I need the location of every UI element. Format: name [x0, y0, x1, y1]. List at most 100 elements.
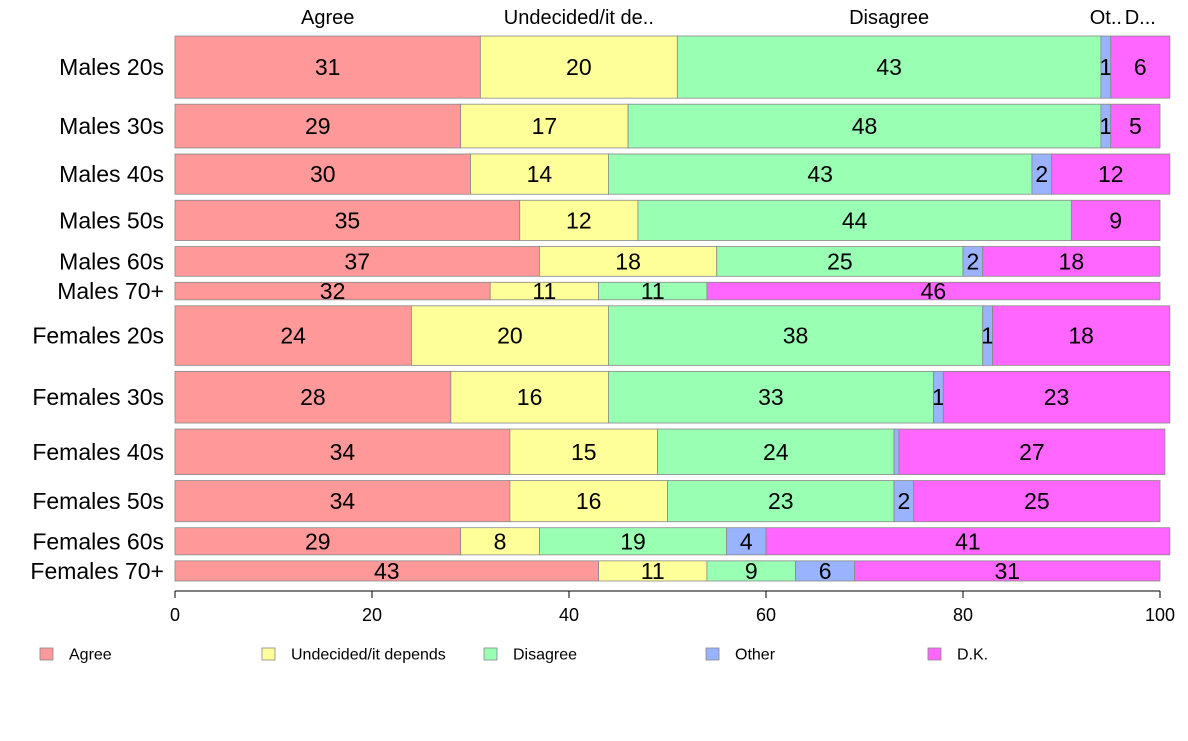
- bar-segment-d-k: [1051, 153, 1171, 195]
- bar-row-males-60s: 37 18 25 2 18 Males 60s: [59, 246, 1161, 277]
- x-tick-label: 100: [1145, 605, 1175, 625]
- segment-value-label: 43: [807, 161, 833, 187]
- bar-segment-d-k: [765, 527, 1171, 556]
- segment-value-label: 30: [310, 161, 336, 187]
- category-label: Females 20s: [32, 323, 164, 349]
- segment-value-label: 18: [1059, 248, 1085, 274]
- segment-value-label: 33: [758, 384, 784, 410]
- x-tick-label: 80: [953, 605, 973, 625]
- x-tick-label: 40: [559, 605, 579, 625]
- segment-value-label: 6: [1134, 54, 1147, 80]
- category-label: Males 20s: [59, 54, 164, 80]
- segment-value-label: 32: [320, 278, 346, 304]
- bar-row-females-60s: 29 8 19 4 41 Females 60s: [32, 527, 1171, 556]
- bar-segment-other: [726, 527, 767, 556]
- top-series-label: Agree: [301, 7, 354, 29]
- segment-value-label: 23: [768, 488, 794, 514]
- segment-value-label: 34: [330, 488, 356, 514]
- bar-row-males-50s: 35 12 44 9 Males 50s: [59, 199, 1161, 241]
- segment-value-label: 20: [497, 323, 523, 349]
- bar-row-females-70: 43 11 9 6 31 Females 70+: [30, 558, 1161, 584]
- bar-row-males-40s: 30 14 43 2 12 Males 40s: [59, 153, 1171, 195]
- bar-segment-undecided-it-depends: [460, 103, 629, 149]
- bar-segment-other: [893, 428, 900, 475]
- legend-label: Undecided/it depends: [291, 647, 446, 664]
- bar-segment-disagree: [608, 153, 1033, 195]
- category-label: Males 70+: [57, 278, 164, 304]
- segment-value-label: 25: [1024, 488, 1050, 514]
- category-label: Males 30s: [59, 113, 164, 139]
- bar-segment-agree: [174, 428, 511, 475]
- segment-value-label: 2: [1035, 161, 1048, 187]
- top-series-label: Ot..: [1090, 7, 1122, 29]
- x-tick-label: 20: [362, 605, 382, 625]
- segment-value-label: 11: [532, 278, 556, 304]
- x-tick-label: 0: [170, 605, 180, 625]
- segment-value-label: 18: [1068, 323, 1094, 349]
- bar-segment-undecided-it-depends: [479, 35, 678, 99]
- segment-value-label: 11: [641, 278, 665, 304]
- segment-value-label: 1: [981, 323, 994, 349]
- bar-segment-d-k: [992, 305, 1171, 366]
- bar-segment-d-k: [854, 560, 1161, 582]
- category-label: Males 40s: [59, 161, 164, 187]
- category-label: Males 50s: [59, 207, 164, 233]
- legend-item-undecided-it-depends: Undecided/it depends: [261, 647, 446, 664]
- segment-value-label: 8: [494, 528, 507, 554]
- segment-value-label: 43: [876, 54, 902, 80]
- bar-segment-d-k: [898, 428, 1166, 475]
- category-label: Females 60s: [32, 528, 164, 554]
- bar-segment-agree: [174, 199, 521, 241]
- legend-item-agree: Agree: [39, 647, 112, 664]
- segment-value-label: 6: [819, 558, 832, 584]
- top-series-label: Disagree: [849, 7, 929, 29]
- segment-value-label: 20: [566, 54, 592, 80]
- segment-value-label: 16: [576, 488, 602, 514]
- segment-value-label: 11: [641, 558, 665, 584]
- bar-segment-undecided-it-depends: [460, 527, 540, 556]
- segment-value-label: 1: [1099, 54, 1112, 80]
- bar-segment-d-k: [982, 246, 1161, 277]
- segment-value-label: 31: [995, 558, 1021, 584]
- segment-value-label: 14: [527, 161, 553, 187]
- segment-value-label: 31: [315, 54, 341, 80]
- legend-swatch: [705, 647, 720, 661]
- category-label: Males 60s: [59, 248, 164, 274]
- segment-value-label: 37: [344, 248, 370, 274]
- x-tick-label: 60: [756, 605, 776, 625]
- bar-row-females-50s: 34 16 23 2 25 Females 50s: [32, 480, 1161, 523]
- bar-segment-agree: [174, 480, 511, 523]
- bar-segment-undecided-it-depends: [509, 480, 668, 523]
- segment-value-label: 35: [335, 207, 361, 233]
- bar-row-females-40s: 34 15 24 27 Females 40s: [32, 428, 1166, 475]
- segment-value-label: 44: [842, 207, 868, 233]
- legend-item-disagree: Disagree: [483, 647, 577, 664]
- segment-value-label: 16: [517, 384, 543, 410]
- legend: Agree Undecided/it depends Disagree Other D.…: [39, 647, 988, 664]
- bar-segment-d-k: [942, 370, 1171, 424]
- legend-swatch: [39, 647, 54, 661]
- bar-segment-agree: [174, 370, 452, 424]
- segment-value-label: 9: [1109, 207, 1122, 233]
- bar-segment-disagree: [716, 246, 964, 277]
- bar-segment-undecided-it-depends: [410, 305, 609, 366]
- bar-segment-disagree: [608, 305, 984, 366]
- x-axis: 0 20 40 60 80 100: [170, 590, 1175, 625]
- bar-segment-disagree: [608, 370, 934, 424]
- segment-value-label: 24: [763, 439, 789, 465]
- legend-label: Other: [735, 647, 776, 664]
- segment-value-label: 5: [1129, 113, 1142, 139]
- bar-segment-agree: [174, 35, 481, 99]
- bar-segment-d-k: [1070, 199, 1161, 241]
- top-series-label: Undecided/it de..: [504, 7, 654, 29]
- bar-row-males-20s: 31 20 43 1 6 Males 20s: [59, 35, 1171, 99]
- legend-swatch: [261, 647, 276, 661]
- bar-segment-disagree: [637, 199, 1072, 241]
- top-series-label: D...: [1125, 7, 1156, 29]
- segment-value-label: 17: [532, 113, 558, 139]
- segment-value-label: 1: [932, 384, 945, 410]
- segment-value-label: 27: [1019, 439, 1045, 465]
- legend-item-d-k: D.K.: [927, 647, 988, 664]
- segment-value-label: 25: [827, 248, 853, 274]
